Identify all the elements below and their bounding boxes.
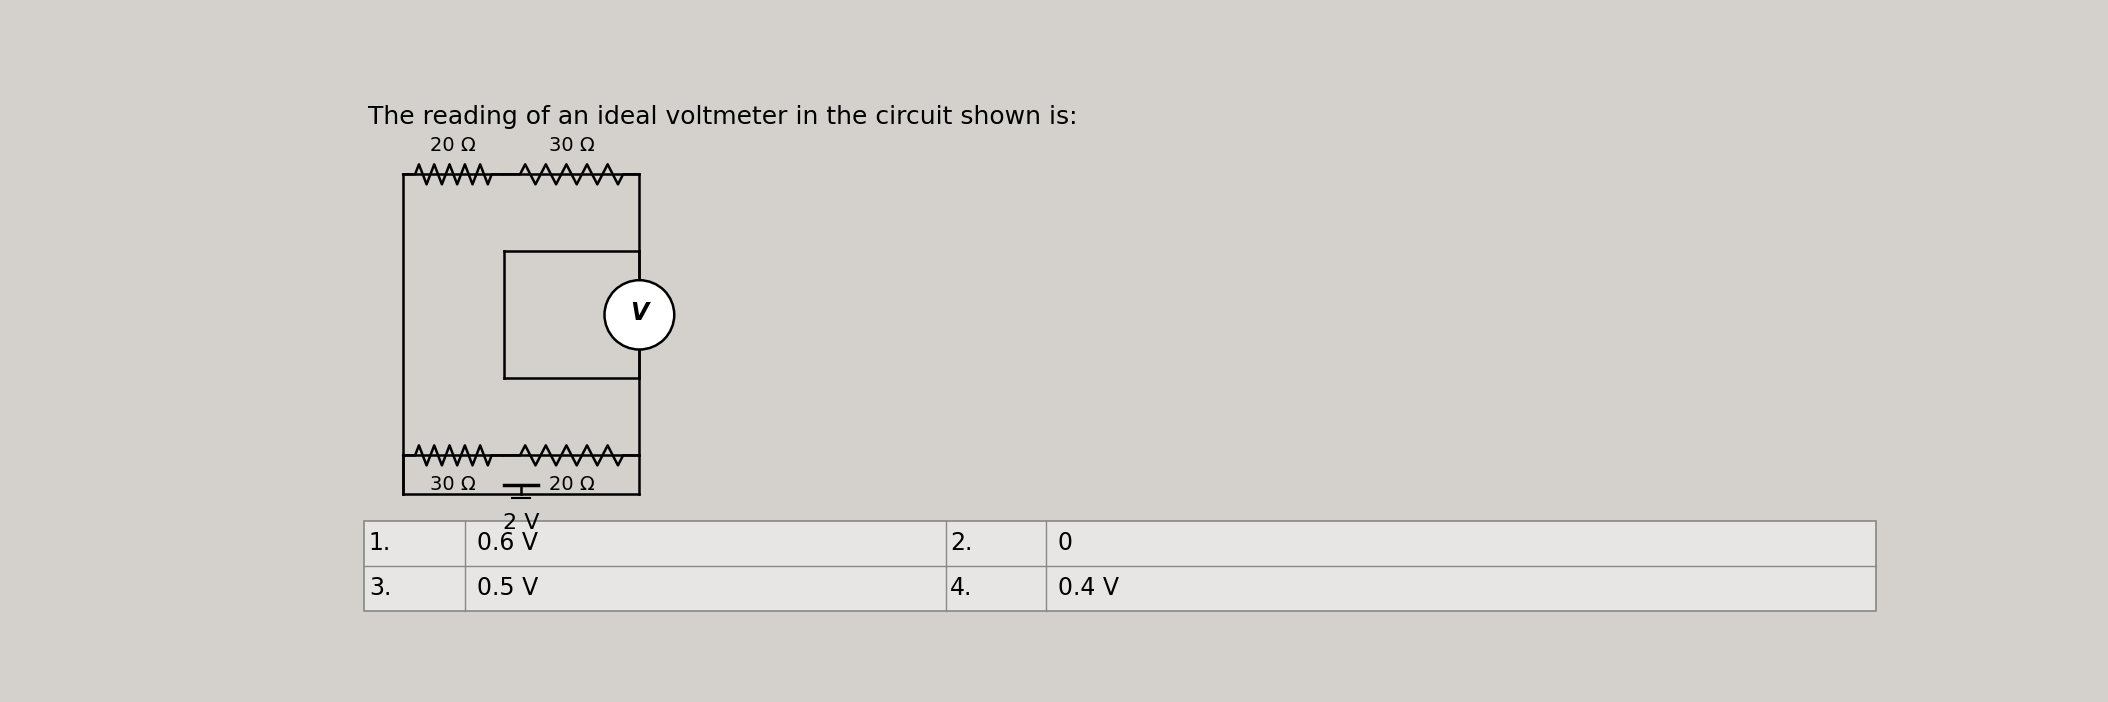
Text: 2.: 2. (951, 531, 972, 555)
Text: 30 Ω: 30 Ω (430, 475, 476, 494)
Text: 0.6 V: 0.6 V (476, 531, 538, 555)
Text: 4.: 4. (951, 576, 972, 600)
Text: 20 Ω: 20 Ω (430, 136, 476, 155)
Circle shape (605, 280, 675, 350)
Text: 3.: 3. (369, 576, 392, 600)
Text: The reading of an ideal voltmeter in the circuit shown is:: The reading of an ideal voltmeter in the… (369, 105, 1077, 129)
Text: 30 Ω: 30 Ω (548, 136, 594, 155)
Text: 0: 0 (1058, 531, 1073, 555)
Text: 1.: 1. (369, 531, 392, 555)
Text: 0.5 V: 0.5 V (476, 576, 538, 600)
Text: 20 Ω: 20 Ω (548, 475, 594, 494)
Bar (365, 521, 1876, 611)
Text: 2 V: 2 V (504, 513, 540, 533)
Text: 0.4 V: 0.4 V (1058, 576, 1119, 600)
Text: V: V (630, 301, 649, 325)
